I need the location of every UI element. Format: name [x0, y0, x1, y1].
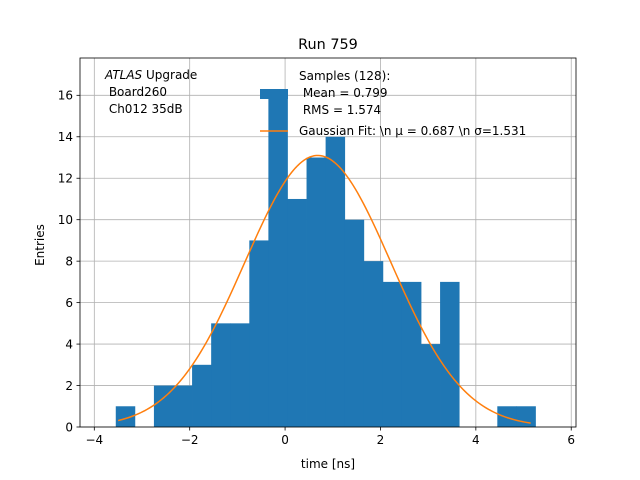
histogram-bar — [421, 344, 441, 427]
x-axis-ticks: −4 −2 0 2 4 6 — [85, 427, 575, 447]
atlas-annotation-line-1: ATLAS Upgrade — [104, 68, 197, 82]
gaussian-fit-group — [117, 154, 531, 424]
y-tick-label: 8 — [65, 254, 73, 268]
legend-hist-label-line-1: Samples (128): — [299, 69, 390, 83]
histogram-bar — [382, 281, 403, 427]
chart-title: Run 759 — [298, 37, 358, 53]
legend-hist-label-line-3: RMS = 1.574 — [299, 103, 381, 117]
y-tick-label: 14 — [58, 130, 73, 144]
y-axis-label: Entries — [33, 224, 47, 266]
histogram-bar — [115, 406, 136, 427]
x-tick-label: 0 — [281, 433, 289, 447]
histogram-bar — [363, 261, 384, 427]
x-tick-label: 6 — [567, 433, 575, 447]
histogram-bars — [115, 95, 536, 428]
histogram-bar — [230, 323, 250, 427]
x-axis-label: time [ns] — [301, 457, 355, 471]
histogram-bar — [344, 219, 365, 427]
histogram-bar — [173, 385, 193, 427]
atlas-annotation-channel: Ch012 35dB — [105, 102, 183, 116]
y-tick-label: 10 — [58, 213, 73, 227]
atlas-upgrade-label: Upgrade — [142, 68, 197, 82]
legend-hist-swatch — [260, 89, 288, 99]
y-tick-label: 2 — [65, 379, 73, 393]
histogram-bar — [153, 385, 174, 427]
atlas-annotation-board: Board260 — [105, 85, 167, 99]
histogram-bar — [268, 95, 288, 427]
y-tick-label: 6 — [65, 296, 73, 310]
atlas-italic-label: ATLAS — [104, 68, 143, 82]
histogram-bar — [211, 323, 231, 427]
histogram-bar — [249, 240, 269, 427]
y-tick-label: 0 — [65, 420, 73, 434]
histogram-bar — [306, 157, 327, 427]
plot-frame — [79, 57, 577, 428]
x-tick-label: 4 — [472, 433, 480, 447]
histogram-bar — [440, 281, 460, 427]
legend-hist-label-line-2: Mean = 0.799 — [299, 86, 388, 100]
y-tick-label: 16 — [58, 89, 73, 103]
histogram-bar — [192, 364, 212, 427]
x-tick-label: −4 — [85, 433, 103, 447]
x-tick-label: 2 — [377, 433, 385, 447]
histogram-bar — [497, 406, 517, 427]
legend-fit-label: Gaussian Fit: \n μ = 0.687 \n σ=1.531 — [299, 124, 526, 138]
histogram-bar — [401, 281, 422, 427]
histogram-bar — [516, 406, 536, 427]
gaussian-fit-curve — [117, 154, 531, 424]
y-tick-label: 12 — [58, 172, 73, 186]
histogram-bar — [325, 136, 346, 428]
y-tick-label: 4 — [65, 337, 73, 351]
histogram-bar — [287, 198, 307, 427]
x-tick-label: −2 — [181, 433, 199, 447]
legend: Samples (128): Mean = 0.799 RMS = 1.574 … — [260, 69, 526, 138]
y-axis-ticks: 0 2 4 6 8 10 12 14 16 — [58, 89, 80, 434]
